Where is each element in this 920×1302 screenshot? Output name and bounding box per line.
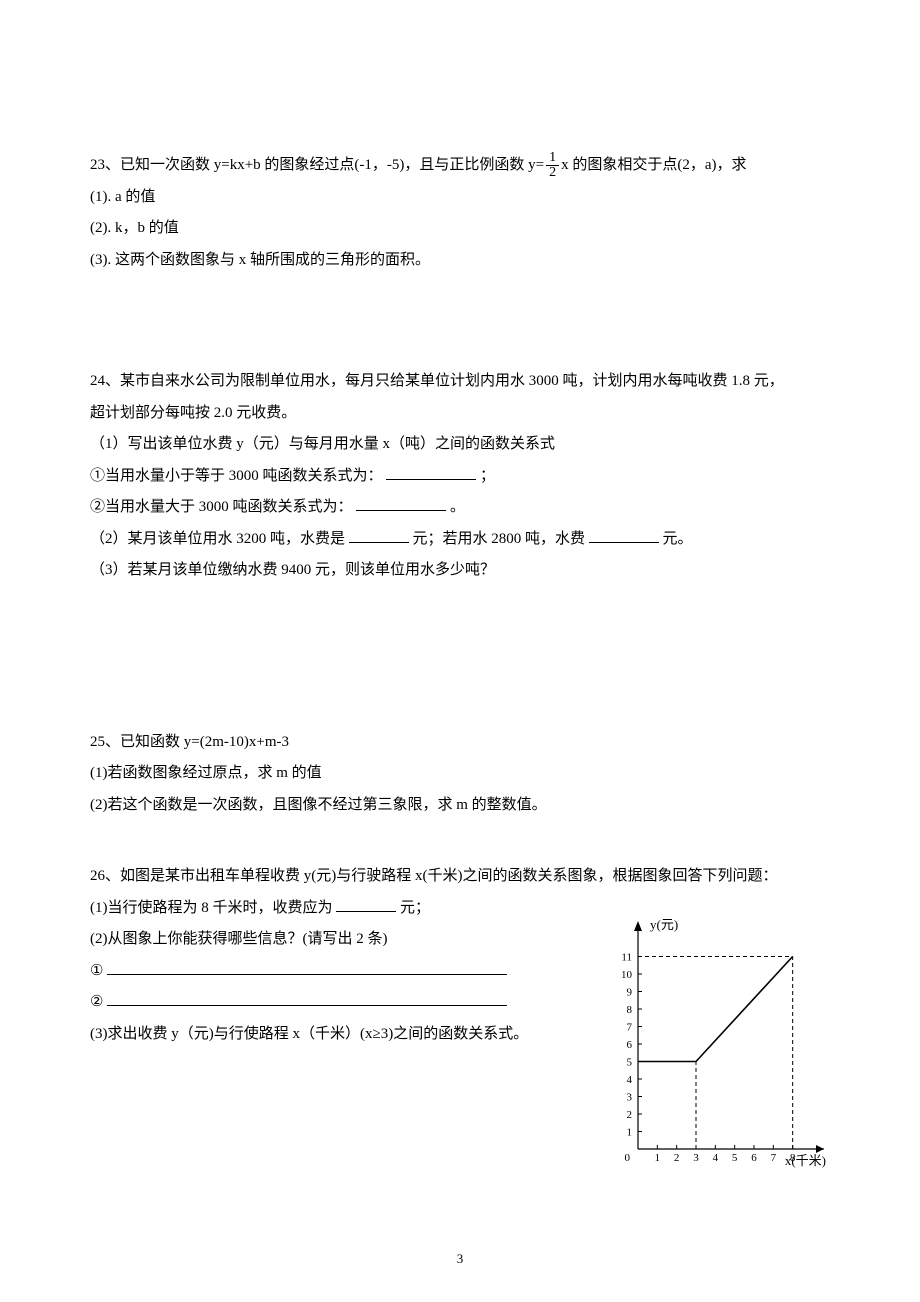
spacer — [90, 831, 830, 841]
q26-l2a: (1)当行使路程为 8 千米时，收费应为 — [90, 900, 333, 916]
svg-text:6: 6 — [627, 1039, 633, 1051]
blank-input[interactable] — [349, 527, 409, 543]
svg-text:2: 2 — [627, 1109, 633, 1121]
blank-input[interactable] — [589, 527, 659, 543]
q24-line4: ①当用水量小于等于 3000 吨函数关系式为： ； — [90, 461, 830, 493]
q23-part1: (1). a 的值 — [90, 182, 830, 214]
q26-l2b: 元； — [400, 900, 430, 916]
spacer — [90, 821, 830, 831]
q26-line1: 26、如图是某市出租车单程收费 y(元)与行驶路程 x(千米)之间的函数关系图象… — [90, 861, 830, 893]
blank-input[interactable] — [107, 990, 507, 1006]
page: 23、已知一次函数 y=kx+b 的图象经过点(-1，-5)，且与正比例函数 y… — [0, 0, 920, 1302]
svg-text:y(元): y(元) — [650, 917, 678, 932]
q24-l6a: （2）某月该单位用水 3200 吨，水费是 — [90, 531, 345, 547]
q24-line1: 24、某市自来水公司为限制单位用水，每月只给某单位计划内用水 3000 吨，计划… — [90, 366, 830, 398]
q24-l5b: 。 — [450, 499, 465, 515]
page-number: 3 — [0, 1245, 920, 1272]
spacer — [90, 276, 830, 366]
svg-text:6: 6 — [751, 1152, 757, 1164]
q23-stem-a: 23、已知一次函数 y=kx+b 的图象经过点(-1，-5)，且与正比例函数 y… — [90, 150, 544, 182]
svg-text:2: 2 — [674, 1152, 680, 1164]
spacer — [90, 841, 830, 851]
q24-l4b: ； — [480, 468, 495, 484]
q25-line1: 25、已知函数 y=(2m-10)x+m-3 — [90, 727, 830, 759]
blank-input[interactable] — [386, 464, 476, 480]
q26-circ1: ① — [90, 963, 103, 979]
svg-text:5: 5 — [627, 1056, 633, 1068]
svg-text:9: 9 — [627, 986, 633, 998]
svg-text:8: 8 — [627, 1004, 633, 1016]
q26-line6: (3)求出收费 y（元)与行使路程 x（千米）(x≥3)之间的函数关系式。 — [90, 1019, 590, 1051]
svg-text:11: 11 — [621, 951, 632, 963]
svg-text:0: 0 — [625, 1152, 631, 1164]
q24-l5a: ②当用水量大于 3000 吨函数关系式为： — [90, 499, 353, 515]
q26-wrap: (1)当行使路程为 8 千米时，收费应为 元； (2)从图象上你能获得哪些信息？… — [90, 893, 830, 1181]
q24-line5: ②当用水量大于 3000 吨函数关系式为： 。 — [90, 492, 830, 524]
svg-text:1: 1 — [655, 1152, 661, 1164]
q24-line2: 超计划部分每吨按 2.0 元收费。 — [90, 398, 830, 430]
q24-line6: （2）某月该单位用水 3200 吨，水费是 元；若用水 2800 吨，水费 元。 — [90, 524, 830, 556]
svg-text:x(千米): x(千米) — [785, 1153, 826, 1168]
spacer — [90, 587, 830, 727]
q24-l4a: ①当用水量小于等于 3000 吨函数关系式为： — [90, 468, 383, 484]
svg-text:1: 1 — [627, 1126, 633, 1138]
q24-l6c: 元。 — [663, 531, 693, 547]
svg-text:4: 4 — [627, 1074, 633, 1086]
q26-line4: ① — [90, 956, 590, 988]
q25-line3: (2)若这个函数是一次函数，且图像不经过第三象限，求 m 的整数值。 — [90, 790, 830, 822]
q26-text: (1)当行使路程为 8 千米时，收费应为 元； (2)从图象上你能获得哪些信息？… — [90, 893, 590, 1051]
q24-line3: （1）写出该单位水费 y（元）与每月用水量 x（吨）之间的函数关系式 — [90, 429, 830, 461]
svg-text:7: 7 — [771, 1152, 777, 1164]
q23-stem: 23、已知一次函数 y=kx+b 的图象经过点(-1，-5)，且与正比例函数 y… — [90, 150, 830, 182]
svg-text:5: 5 — [732, 1152, 738, 1164]
taxi-fare-chart-svg: 1234567812345678910110y(元)x(千米) — [600, 911, 830, 1181]
svg-text:3: 3 — [627, 1091, 633, 1103]
fraction-denominator: 2 — [546, 166, 559, 180]
q26-line3: (2)从图象上你能获得哪些信息？(请写出 2 条) — [90, 924, 590, 956]
svg-text:4: 4 — [713, 1152, 719, 1164]
svg-text:10: 10 — [621, 969, 633, 981]
q25-line2: (1)若函数图象经过原点，求 m 的值 — [90, 758, 830, 790]
q24-l6b: 元；若用水 2800 吨，水费 — [413, 531, 586, 547]
blank-input[interactable] — [356, 495, 446, 511]
blank-input[interactable] — [107, 959, 507, 975]
q23-part3: (3). 这两个函数图象与 x 轴所围成的三角形的面积。 — [90, 245, 830, 277]
svg-text:3: 3 — [693, 1152, 699, 1164]
taxi-fare-chart: 1234567812345678910110y(元)x(千米) — [600, 911, 830, 1181]
fraction-one-half: 1 2 — [546, 151, 559, 180]
q26-circ2: ② — [90, 994, 103, 1010]
q26-line2: (1)当行使路程为 8 千米时，收费应为 元； — [90, 893, 590, 925]
q23-part2: (2). k，b 的值 — [90, 213, 830, 245]
spacer — [90, 851, 830, 861]
q23-stem-b: x 的图象相交于点(2，a)，求 — [561, 150, 746, 182]
fraction-numerator: 1 — [546, 151, 559, 166]
blank-input[interactable] — [336, 896, 396, 912]
q24-line7: （3）若某月该单位缴纳水费 9400 元，则该单位用水多少吨？ — [90, 555, 830, 587]
svg-text:7: 7 — [627, 1021, 633, 1033]
q26-line5: ② — [90, 987, 590, 1019]
